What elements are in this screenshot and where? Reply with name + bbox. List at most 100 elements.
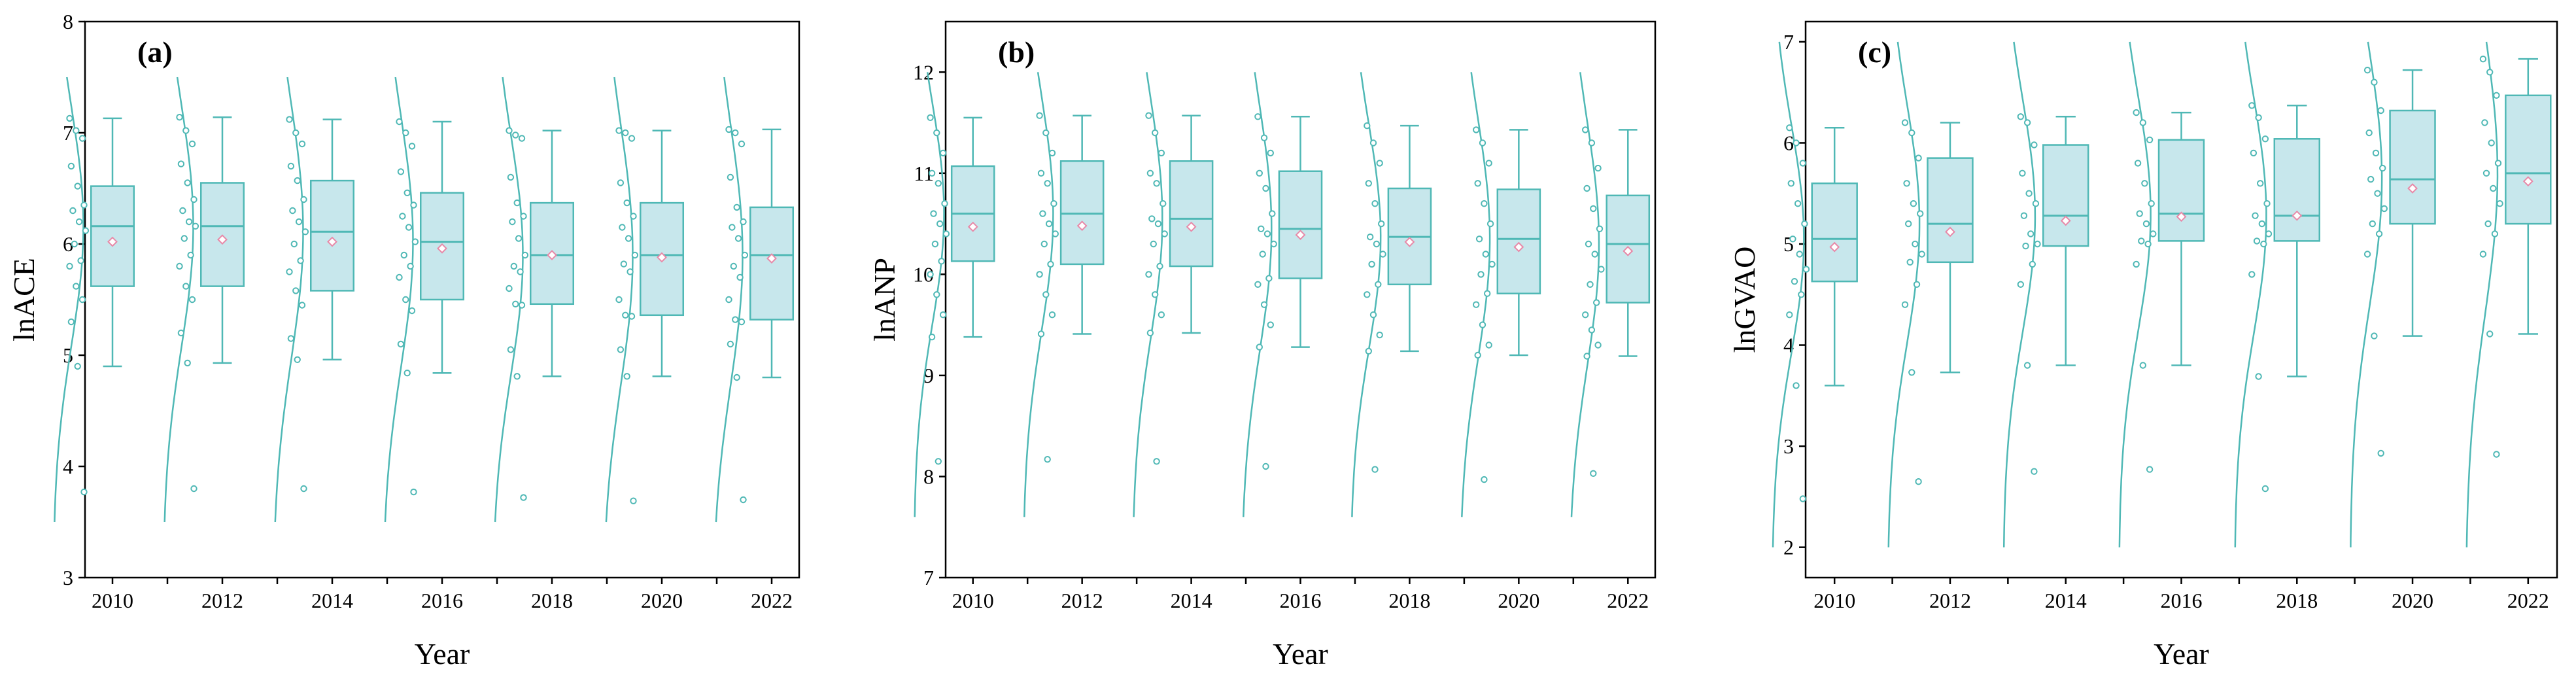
data-point bbox=[407, 262, 414, 270]
data-point bbox=[2493, 451, 2500, 458]
mean-marker bbox=[2522, 176, 2533, 187]
data-point bbox=[1045, 220, 1053, 228]
data-point bbox=[619, 224, 626, 231]
data-point bbox=[188, 140, 196, 148]
data-point bbox=[1036, 271, 1043, 278]
mean-marker bbox=[1945, 226, 1955, 237]
data-point bbox=[725, 126, 732, 133]
data-point bbox=[2261, 485, 2269, 493]
data-point bbox=[1367, 234, 1374, 241]
box-iqr bbox=[90, 185, 135, 287]
x-tick-label: 2010 bbox=[952, 589, 994, 612]
data-point bbox=[399, 213, 406, 220]
mean-marker bbox=[107, 236, 118, 247]
data-point bbox=[2379, 164, 2386, 172]
data-point bbox=[521, 251, 529, 259]
data-point bbox=[1594, 341, 1602, 349]
data-point bbox=[927, 114, 934, 122]
data-point bbox=[1473, 126, 1480, 133]
data-point bbox=[933, 291, 940, 298]
data-point bbox=[190, 196, 197, 203]
data-point bbox=[286, 116, 293, 123]
data-point bbox=[1145, 271, 1152, 278]
mean-marker bbox=[1295, 230, 1306, 241]
data-point bbox=[1488, 260, 1496, 268]
data-point bbox=[180, 235, 188, 242]
data-point bbox=[1585, 240, 1592, 248]
box-group-2020 bbox=[2350, 41, 2436, 548]
box-group-2020 bbox=[605, 77, 685, 523]
data-point bbox=[939, 311, 947, 319]
data-point bbox=[176, 114, 183, 121]
box-iqr bbox=[1169, 160, 1214, 268]
data-point bbox=[1588, 139, 1596, 147]
data-point bbox=[78, 135, 86, 142]
x-axis-title: Year bbox=[1273, 637, 1328, 670]
data-point bbox=[2363, 67, 2371, 74]
x-tick-label: 2022 bbox=[2507, 589, 2549, 612]
data-point bbox=[928, 334, 936, 341]
data-point bbox=[2479, 251, 2487, 258]
data-point bbox=[1479, 139, 1486, 147]
data-point bbox=[301, 228, 309, 235]
data-point bbox=[1473, 301, 1480, 308]
data-point bbox=[1267, 149, 1275, 157]
data-point bbox=[727, 340, 734, 348]
data-point bbox=[628, 313, 636, 320]
data-point bbox=[400, 251, 407, 259]
data-point bbox=[1254, 113, 1262, 120]
data-point bbox=[1371, 200, 1379, 207]
y-tick-label: 3 bbox=[1783, 434, 1794, 458]
y-tick-label: 4 bbox=[63, 455, 73, 478]
data-point bbox=[730, 262, 738, 270]
data-point bbox=[725, 296, 732, 304]
data-point bbox=[2034, 240, 2041, 248]
data-point bbox=[933, 129, 940, 137]
y-tick-label: 8 bbox=[63, 10, 73, 33]
data-point bbox=[2367, 175, 2375, 183]
data-point bbox=[1798, 291, 1805, 298]
data-point bbox=[1799, 495, 1807, 502]
data-point bbox=[942, 230, 950, 237]
data-point bbox=[936, 220, 944, 228]
density-curve bbox=[1351, 72, 1382, 517]
data-point bbox=[1913, 281, 1921, 288]
data-point bbox=[2255, 114, 2262, 122]
data-point bbox=[292, 129, 300, 137]
data-point bbox=[1591, 251, 1598, 258]
data-point bbox=[1901, 119, 1909, 126]
data-point bbox=[298, 140, 306, 148]
data-point bbox=[1477, 271, 1485, 278]
data-point bbox=[2363, 251, 2371, 258]
y-tick-label: 2 bbox=[1783, 536, 1794, 559]
data-point bbox=[286, 268, 293, 275]
data-point bbox=[408, 143, 416, 150]
data-point bbox=[622, 311, 629, 319]
data-point bbox=[1152, 291, 1159, 298]
data-point bbox=[1583, 184, 1590, 192]
data-point bbox=[300, 196, 307, 203]
data-point bbox=[1048, 149, 1056, 157]
data-point bbox=[2375, 230, 2383, 237]
x-tick-label: 2016 bbox=[421, 589, 463, 612]
data-point bbox=[741, 251, 749, 259]
x-axis-title: Year bbox=[415, 637, 470, 670]
data-point bbox=[935, 458, 942, 465]
data-point bbox=[1906, 258, 1914, 266]
data-point bbox=[1148, 215, 1156, 222]
data-point bbox=[506, 127, 513, 134]
y-axis-title: lnGVAO bbox=[1728, 247, 1761, 353]
data-point bbox=[66, 262, 73, 270]
density-curve bbox=[605, 77, 634, 523]
data-point bbox=[402, 296, 409, 304]
data-point bbox=[2023, 362, 2031, 369]
data-point bbox=[179, 207, 186, 215]
data-point bbox=[738, 318, 746, 326]
box-group-2016 bbox=[1243, 72, 1323, 517]
data-point bbox=[736, 273, 744, 281]
x-tick-label: 2016 bbox=[2161, 589, 2203, 612]
data-point bbox=[1037, 169, 1045, 177]
data-point bbox=[740, 218, 747, 226]
data-point bbox=[2144, 240, 2152, 248]
x-tick-label: 2022 bbox=[751, 589, 793, 612]
